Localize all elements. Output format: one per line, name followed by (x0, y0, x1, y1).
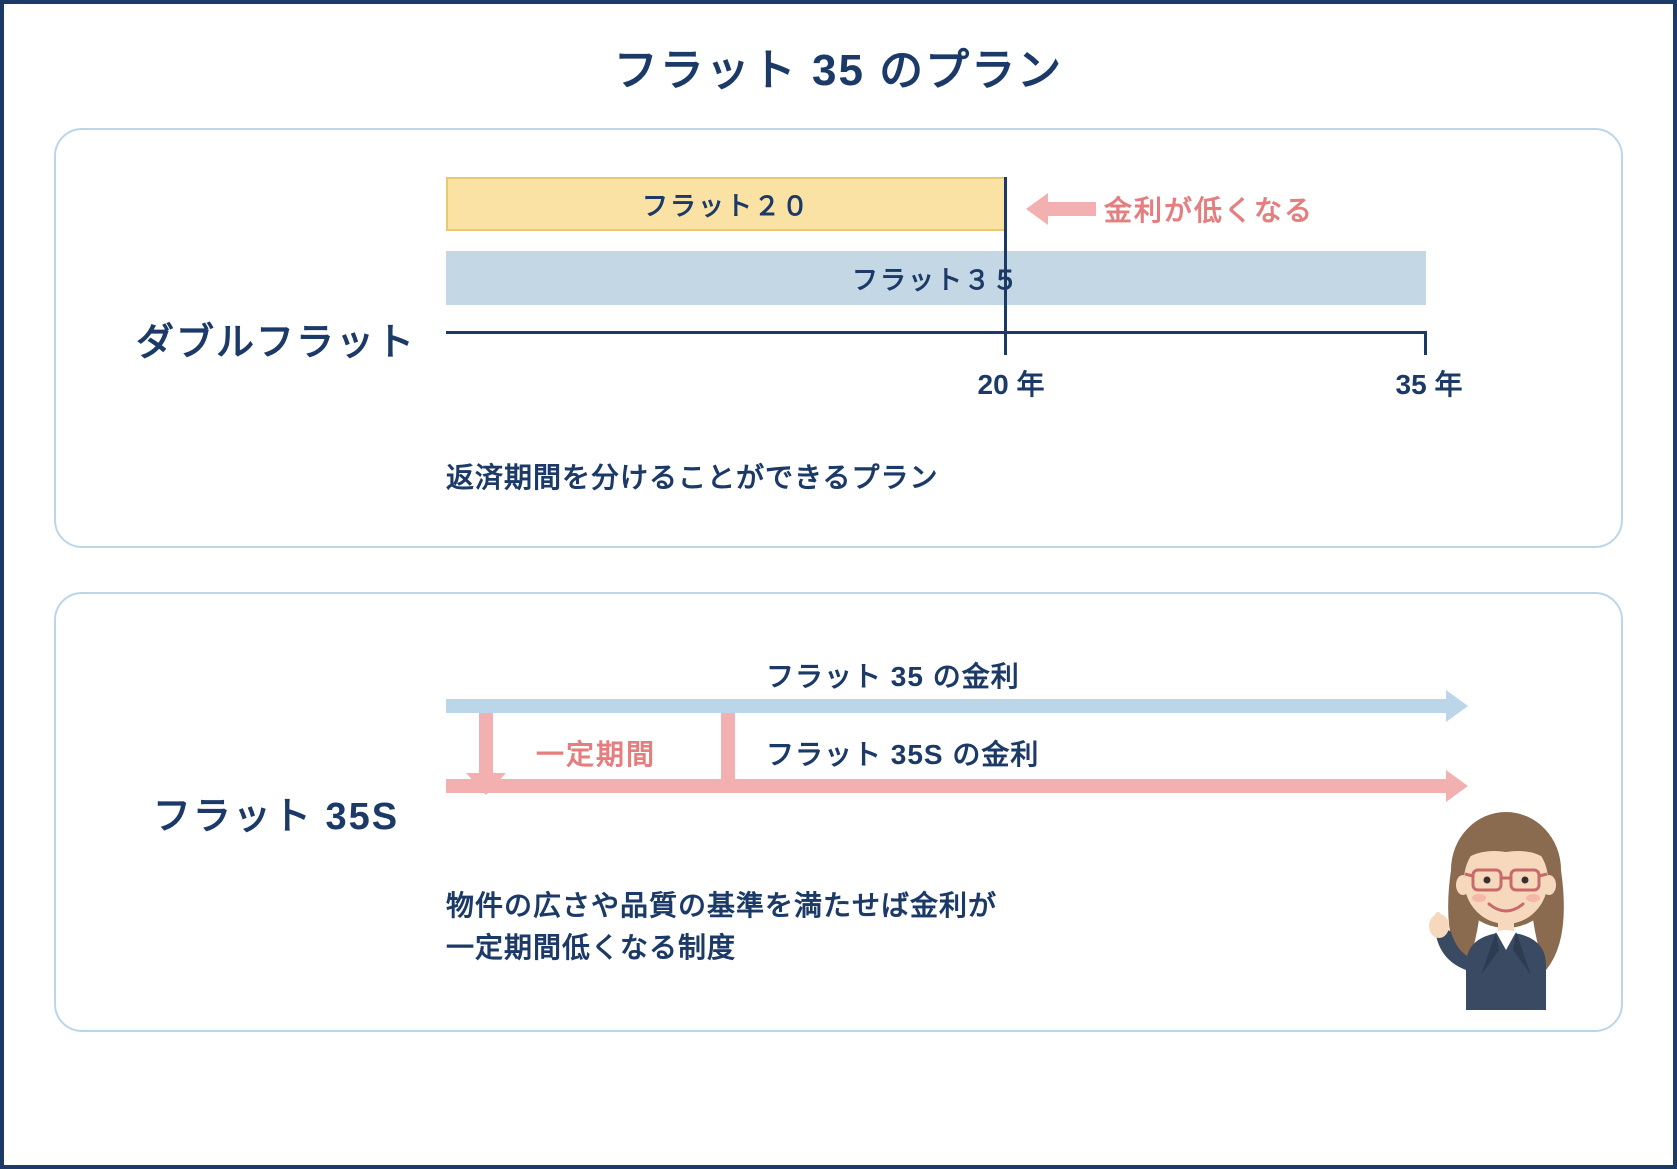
blue-line (446, 699, 1446, 713)
down-arrow-icon (466, 713, 506, 803)
tick-35 (1424, 331, 1427, 355)
plan1-content: フラット２０ 金利が低くなる フラット３５ 20 年 35 年 (446, 177, 1571, 499)
outer-frame: フラット 35 のプラン ダブルフラット フラット２０ 金利が低くなる フラット… (0, 0, 1677, 1169)
tick-20 (1004, 177, 1007, 355)
flat35s-rate-label: フラット 35S の金利 (766, 733, 1039, 773)
plan-card-double-flat: ダブルフラット フラット２０ 金利が低くなる フラット３５ (54, 128, 1623, 548)
plan-card-flat35s: フラット 35S フラット 35 の金利 一定期間 (54, 592, 1623, 1032)
advisor-character (1421, 800, 1591, 1010)
tick-20-label: 20 年 (966, 363, 1056, 403)
plan2-description: 物件の広さや品質の基準を満たせば金利が 一定期間低くなる制度 (446, 885, 1571, 969)
bar-flat35: フラット３５ (446, 251, 1426, 305)
plan1-chart: フラット２０ 金利が低くなる フラット３５ 20 年 35 年 (446, 177, 1571, 397)
annotation-arrow-wrap: 金利が低くなる (1026, 189, 1314, 229)
plan1-annotation: 金利が低くなる (1104, 189, 1314, 229)
bar-flat35-label: フラット３５ (852, 260, 1020, 297)
blue-arrow-head-icon (1446, 690, 1468, 722)
plan1-description: 返済期間を分けることができるプラン (446, 457, 1571, 499)
bar-flat20-label: フラット２０ (642, 186, 810, 223)
pink-arrow-head-icon (1446, 770, 1468, 802)
pink-step-horizontal (446, 779, 1446, 793)
plan2-chart: フラット 35 の金利 一定期間 フラット 35S の金利 (446, 655, 1571, 835)
bar-flat20: フラット２０ (446, 177, 1006, 231)
plan1-name: ダブルフラット (106, 311, 446, 366)
flat35-rate-label: フラット 35 の金利 (766, 655, 1020, 695)
main-title: フラット 35 のプラン (54, 34, 1623, 98)
period-label: 一定期間 (536, 733, 656, 773)
plan1-axis (446, 331, 1426, 334)
plan2-content: フラット 35 の金利 一定期間 フラット 35S の金利 (446, 655, 1571, 969)
plan2-name: フラット 35S (106, 785, 446, 840)
arrow-left-icon (1026, 196, 1096, 222)
tick-35-label: 35 年 (1384, 363, 1474, 403)
